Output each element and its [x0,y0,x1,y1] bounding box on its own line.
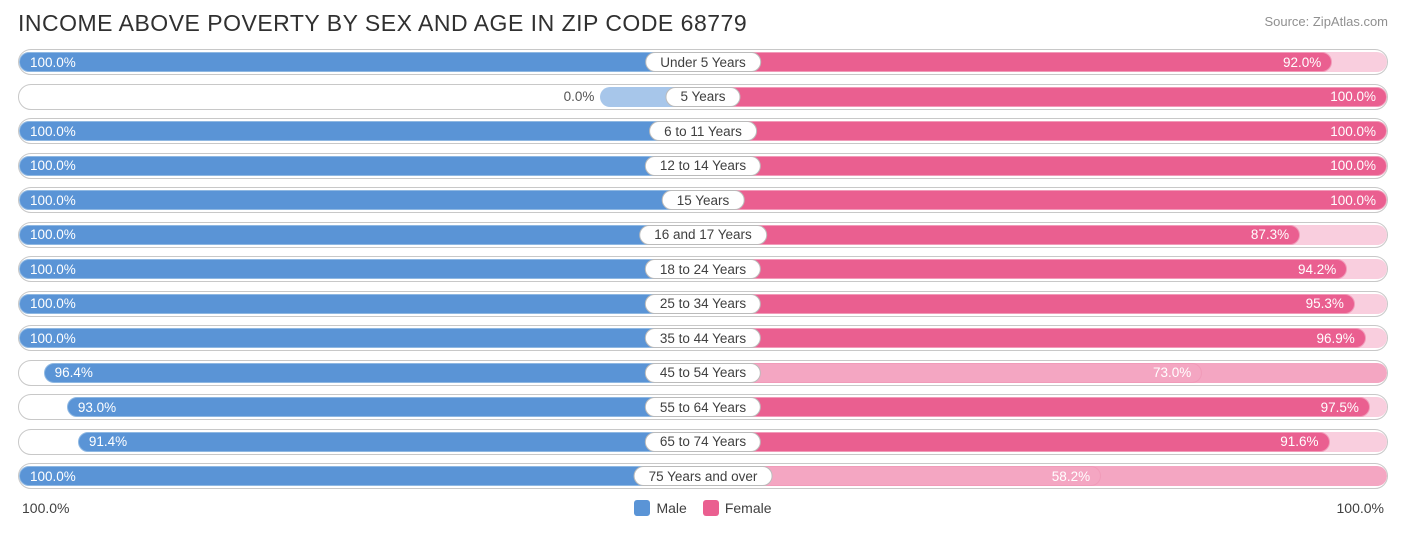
chart-row: 100.0% 94.2% 18 to 24 Years [18,256,1388,282]
chart-row: 100.0% 100.0% 6 to 11 Years [18,118,1388,144]
category-label: 15 Years [662,190,745,210]
male-value: 100.0% [20,124,86,139]
category-label: 12 to 14 Years [645,156,761,176]
category-label: 75 Years and over [634,466,773,486]
female-value: 91.6% [1270,434,1328,449]
chart-header: INCOME ABOVE POVERTY BY SEX AND AGE IN Z… [18,10,1388,37]
male-value: 100.0% [20,296,86,311]
category-label: Under 5 Years [645,52,761,72]
category-label: 6 to 11 Years [649,121,757,141]
male-value: 100.0% [20,158,86,173]
chart-row: 91.4% 91.6% 65 to 74 Years [18,429,1388,455]
male-value: 100.0% [20,331,86,346]
chart-footer: 100.0% Male Female 100.0% [18,498,1388,516]
legend-male: Male [634,500,686,516]
category-label: 16 and 17 Years [639,225,767,245]
chart-source: Source: ZipAtlas.com [1264,14,1388,29]
male-value: 100.0% [20,469,86,484]
axis-right-label: 100.0% [1337,500,1384,516]
chart-row: 93.0% 97.5% 55 to 64 Years [18,394,1388,420]
chart-row: 100.0% 96.9% 35 to 44 Years [18,325,1388,351]
legend-male-label: Male [656,500,686,516]
male-value: 100.0% [20,193,86,208]
female-value: 100.0% [1320,193,1386,208]
female-value: 97.5% [1311,400,1369,415]
legend-female: Female [703,500,772,516]
category-label: 55 to 64 Years [645,397,761,417]
chart-rows: 100.0% 92.0% Under 5 Years 0.0% 100.0% 5 Year… [18,49,1388,489]
female-value: 100.0% [1320,158,1386,173]
chart-row: 100.0% 95.3% 25 to 34 Years [18,291,1388,317]
legend-female-swatch [703,500,719,516]
female-value: 58.2% [1042,469,1100,484]
female-value: 94.2% [1288,262,1346,277]
category-label: 45 to 54 Years [645,363,761,383]
male-value: 93.0% [68,400,126,415]
chart-row: 100.0% 87.3% 16 and 17 Years [18,222,1388,248]
chart-row: 96.4% 73.0% 45 to 54 Years [18,360,1388,386]
female-value: 87.3% [1241,227,1299,242]
axis-left-label: 100.0% [22,500,69,516]
male-value: 100.0% [20,55,86,70]
female-value: 100.0% [1320,89,1386,104]
chart-row: 100.0% 92.0% Under 5 Years [18,49,1388,75]
female-value: 92.0% [1273,55,1331,70]
category-label: 5 Years [665,87,740,107]
poverty-chart: INCOME ABOVE POVERTY BY SEX AND AGE IN Z… [0,0,1406,524]
male-value: 96.4% [45,365,103,380]
female-value: 95.3% [1296,296,1354,311]
category-label: 35 to 44 Years [645,328,761,348]
chart-row: 100.0% 100.0% 15 Years [18,187,1388,213]
chart-row: 100.0% 58.2% 75 Years and over [18,463,1388,489]
legend: Male Female [634,500,771,516]
chart-row: 100.0% 100.0% 12 to 14 Years [18,153,1388,179]
category-label: 25 to 34 Years [645,294,761,314]
male-value: 100.0% [20,262,86,277]
male-value: 100.0% [20,227,86,242]
category-label: 65 to 74 Years [645,432,761,452]
female-value: 73.0% [1143,365,1201,380]
legend-female-label: Female [725,500,772,516]
chart-title: INCOME ABOVE POVERTY BY SEX AND AGE IN Z… [18,10,747,37]
legend-male-swatch [634,500,650,516]
category-label: 18 to 24 Years [645,259,761,279]
female-value: 100.0% [1320,124,1386,139]
male-value: 91.4% [79,434,137,449]
male-value: 0.0% [554,89,601,104]
female-value: 96.9% [1307,331,1365,346]
chart-row: 0.0% 100.0% 5 Years [18,84,1388,110]
